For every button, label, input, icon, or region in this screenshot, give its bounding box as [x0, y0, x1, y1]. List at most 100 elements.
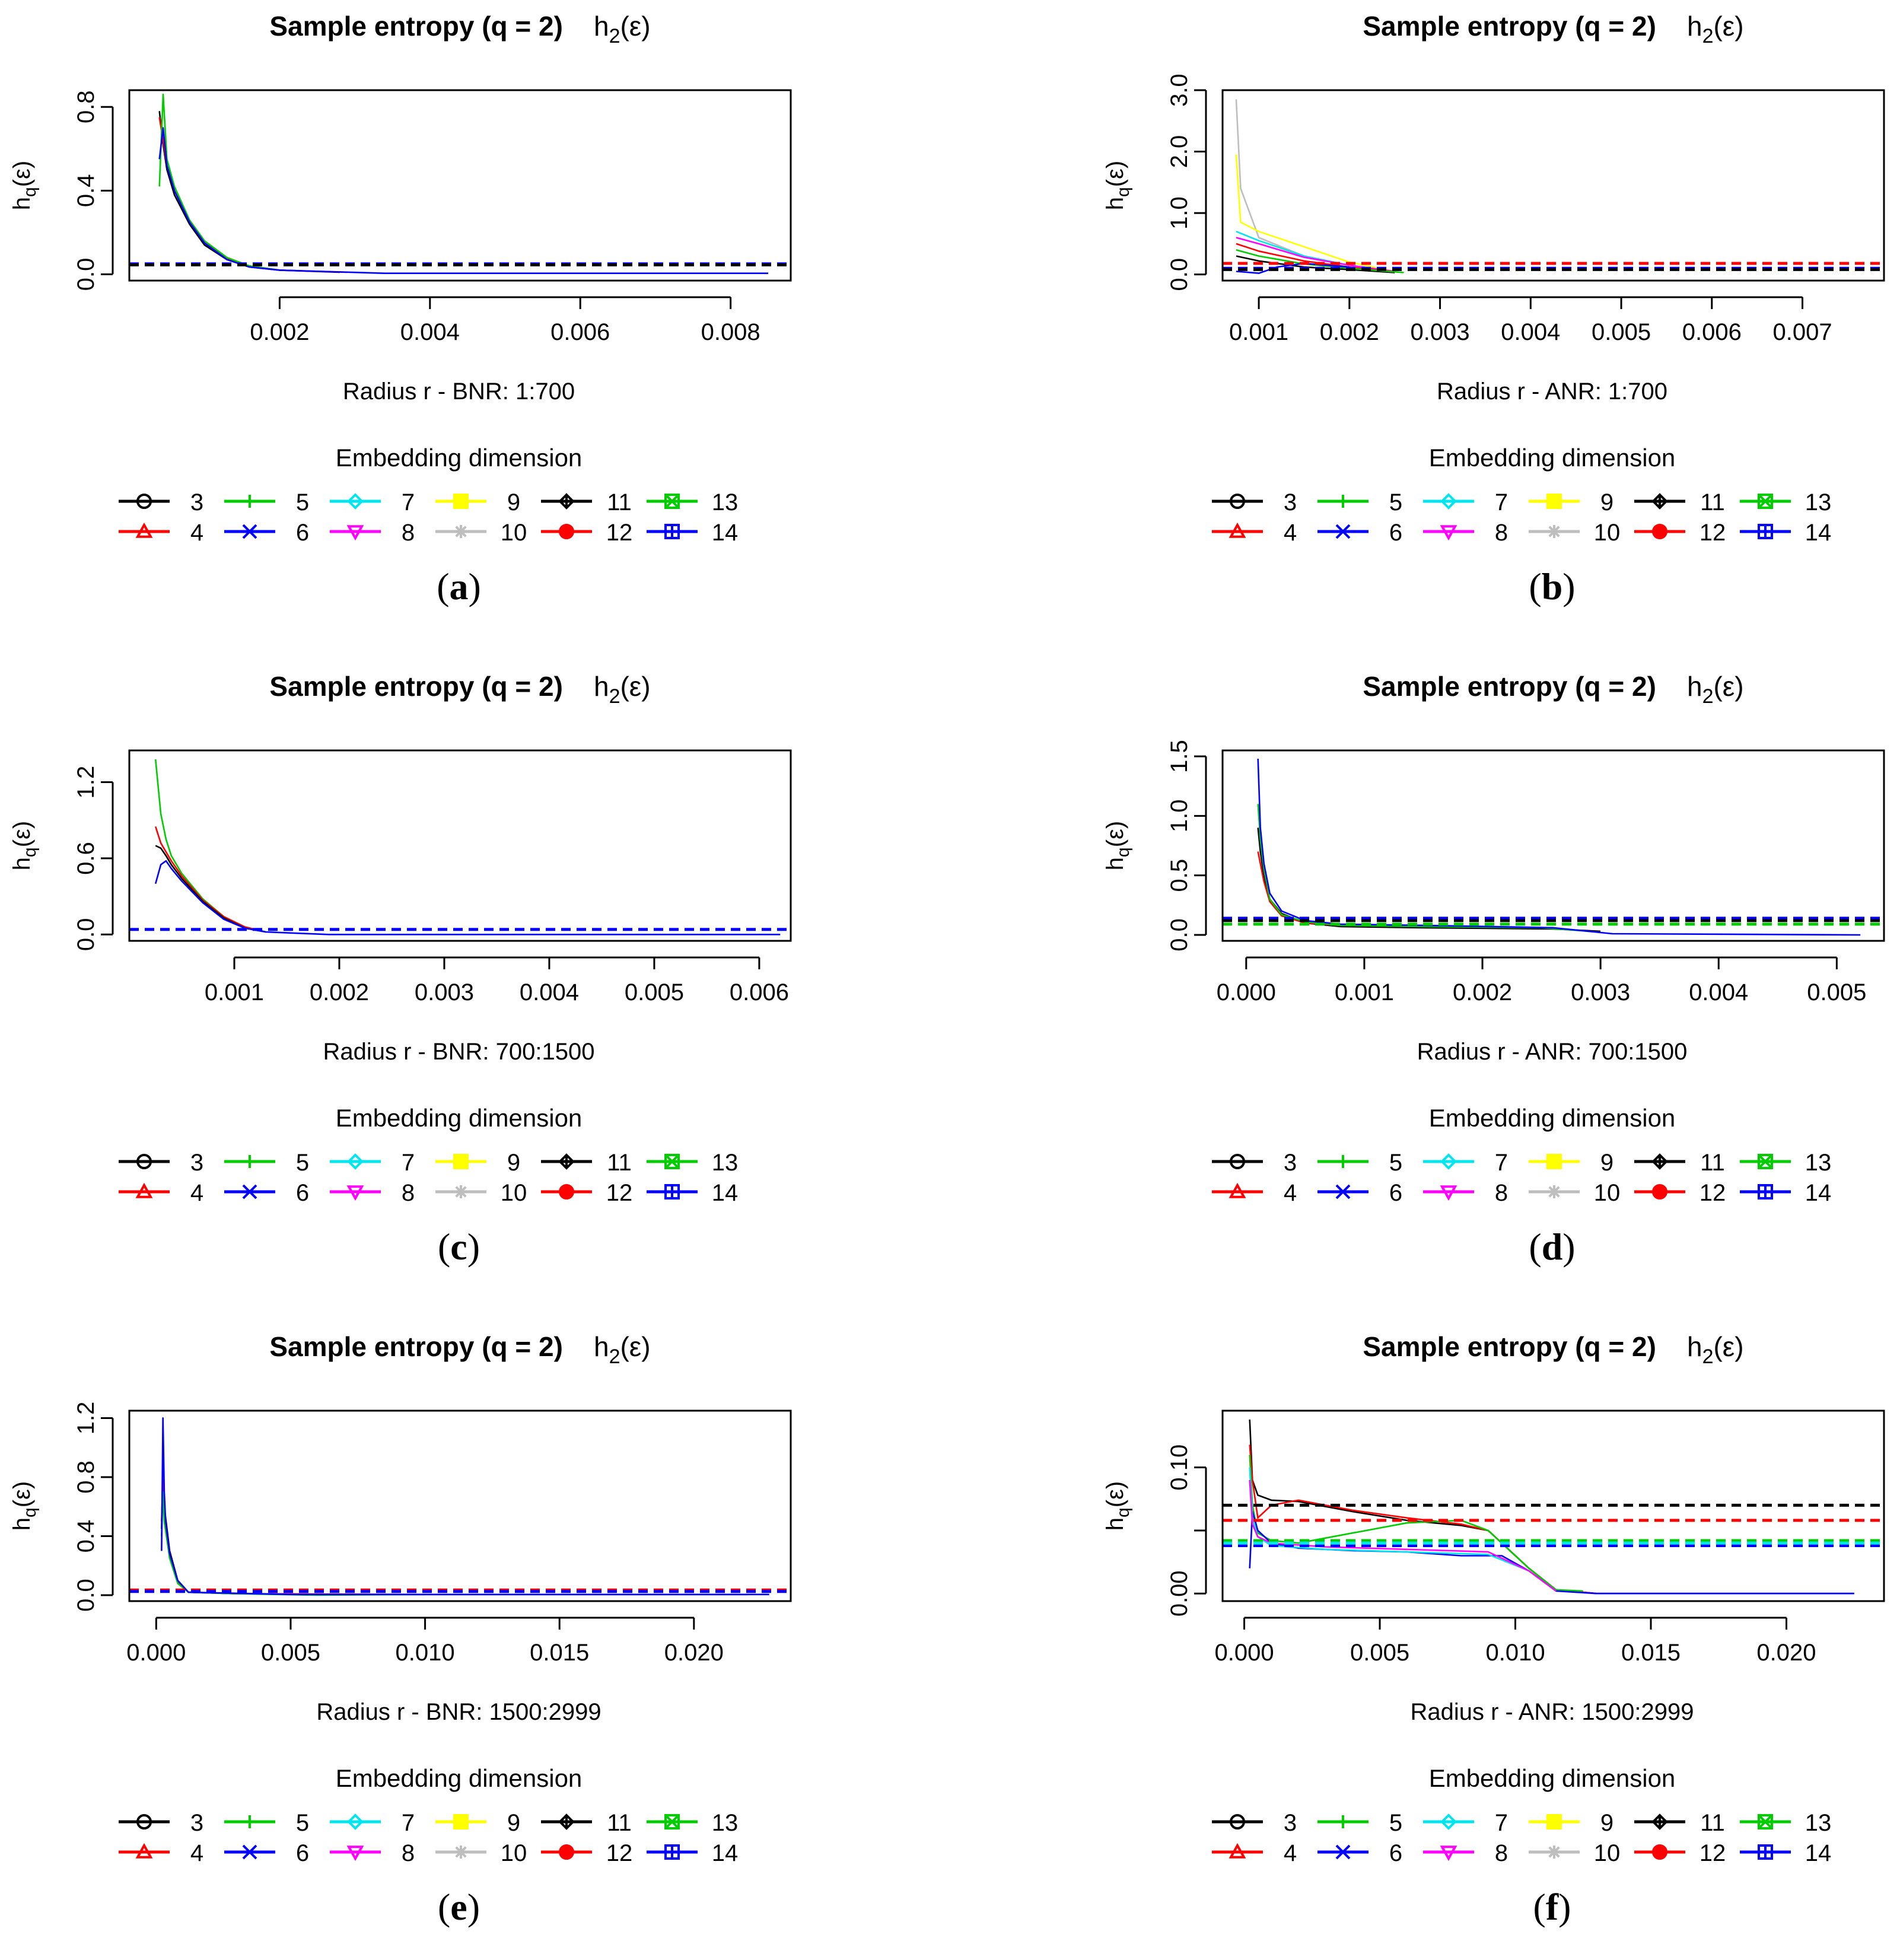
legend-item-9: 9 [435, 1150, 520, 1176]
legend-marker-icon [1440, 1846, 1457, 1862]
legend-label: 14 [712, 1180, 739, 1206]
legend-marker-icon [1440, 1185, 1457, 1201]
legend-marker-icon [1548, 1846, 1561, 1859]
x-tick-label: 0.005 [1350, 1640, 1409, 1666]
plot-frame [1221, 749, 1885, 942]
y-tick-label: 0.10 [1166, 1444, 1192, 1491]
ylabel-subscript: q [1113, 847, 1133, 857]
legend-item-3: 3 [119, 1150, 203, 1176]
legend-item-5: 5 [1317, 1810, 1402, 1836]
legend-item-14: 14 [1740, 1180, 1831, 1206]
legend-marker-icon [242, 524, 257, 539]
legend-marker-icon [454, 525, 467, 538]
x-tick-label: 0.006 [730, 979, 789, 1006]
ylabel-subscript: q [1113, 187, 1133, 197]
legend: 3 4 5 6 7 8 9 10 11 12 13 14 [1212, 1150, 1831, 1206]
title-main: Sample entropy (q = 2) [1363, 671, 1656, 702]
legend-marker-icon [242, 1844, 257, 1860]
legend-label: 9 [507, 1150, 520, 1176]
legend-label: 3 [190, 1150, 203, 1176]
legend-marker-icon [243, 1155, 256, 1168]
title-h: h [1687, 1331, 1702, 1362]
legend-marker-icon [1440, 1153, 1457, 1170]
plot-frame [128, 1409, 792, 1602]
legend-label: 6 [1389, 1840, 1402, 1866]
legend-marker-icon [1652, 524, 1667, 539]
legend-label: 7 [402, 1810, 415, 1836]
legend: 3 4 5 6 7 8 9 10 11 12 13 14 [119, 1150, 738, 1206]
x-tick-label: 0.010 [396, 1640, 455, 1666]
legend-item-13: 13 [1740, 1150, 1831, 1176]
y-tick-label: 1.2 [73, 766, 99, 799]
legend-title: Embedding dimension [336, 1104, 583, 1132]
ylabel-arg: (ε) [1102, 161, 1128, 187]
legend-item-11: 11 [1634, 1150, 1725, 1176]
y-axis-label: hq(ε) [9, 161, 40, 210]
title-h: h [594, 1331, 609, 1362]
legend-item-11: 11 [1634, 1810, 1725, 1836]
legend-label: 14 [712, 1840, 739, 1866]
legend-marker-icon [558, 1813, 575, 1830]
ylabel-subscript: q [1113, 1507, 1133, 1517]
legend-item-14: 14 [1740, 520, 1831, 546]
series-line-6 [158, 127, 768, 275]
legend-marker-icon [1758, 1154, 1773, 1169]
legend-label: 8 [402, 1180, 415, 1206]
legend-item-4: 4 [1212, 520, 1297, 546]
panel-caption: (f) [1533, 1886, 1571, 1928]
legend-item-7: 7 [330, 1810, 415, 1836]
legend-item-10: 10 [435, 1840, 527, 1866]
ylabel-subscript: q [20, 1507, 40, 1517]
panel-caption: (b) [1529, 565, 1575, 607]
x-tick-label: 0.000 [1217, 979, 1276, 1006]
series-group [1223, 758, 1884, 936]
y-axis-label: hq(ε) [9, 821, 40, 870]
title-subscript: 2 [609, 25, 620, 47]
legend-label: 14 [1805, 520, 1832, 546]
legend-marker-icon [664, 524, 680, 539]
legend-label: 5 [1389, 1150, 1402, 1176]
title-subscript: 2 [1702, 1345, 1714, 1368]
y-tick-label: 3.0 [1166, 74, 1192, 107]
ylabel-subscript: q [20, 847, 40, 857]
y-tick-label: 0.5 [1166, 859, 1192, 892]
legend-title: Embedding dimension [1429, 1104, 1676, 1132]
legend-label: 3 [1284, 1150, 1297, 1176]
chart-title: Sample entropy (q = 2) h2(ε) [269, 11, 650, 47]
legend-marker-icon [1758, 1814, 1773, 1829]
y-tick-label: 0.0 [73, 918, 99, 951]
legend-marker-icon [1651, 493, 1668, 510]
ylabel-arg: (ε) [1102, 821, 1128, 847]
series-line-4 [161, 1476, 425, 1596]
title-subscript: 2 [609, 1345, 620, 1368]
chart-title: Sample entropy (q = 2) h2(ε) [1363, 1331, 1743, 1368]
legend-item-8: 8 [1423, 1840, 1508, 1866]
legend-item-14: 14 [647, 520, 738, 546]
x-axis-label: Radius r - ANR: 1500:2999 [1410, 1699, 1694, 1725]
chart-title: Sample entropy (q = 2) h2(ε) [269, 671, 650, 708]
legend-marker-icon [1336, 1815, 1350, 1828]
legend-marker-icon [346, 1185, 364, 1201]
legend-item-5: 5 [224, 489, 309, 516]
series-line-4 [1257, 851, 1554, 929]
legend-label: 9 [507, 489, 520, 516]
y-axis-label: hq(ε) [1102, 821, 1133, 870]
legend-item-12: 12 [541, 1840, 632, 1866]
ylabel-h: h [9, 197, 35, 210]
legend-label: 3 [190, 1810, 203, 1836]
legend-label: 7 [402, 489, 415, 516]
legend-item-6: 6 [224, 1840, 309, 1866]
title-arg: (ε) [620, 671, 650, 702]
legend-label: 13 [1805, 1150, 1832, 1176]
legend-marker-icon [1651, 1813, 1668, 1830]
x-tick-label: 0.008 [701, 319, 760, 345]
legend-item-4: 4 [1212, 1840, 1297, 1866]
legend-marker-icon [1335, 524, 1351, 539]
legend-item-5: 5 [224, 1150, 309, 1176]
legend-item-8: 8 [330, 1180, 415, 1206]
legend-item-4: 4 [119, 1840, 203, 1866]
x-tick-label: 0.001 [1229, 319, 1288, 345]
y-axis-label: hq(ε) [9, 1481, 40, 1531]
legend-marker-icon [559, 1844, 574, 1860]
legend-item-6: 6 [224, 520, 309, 546]
